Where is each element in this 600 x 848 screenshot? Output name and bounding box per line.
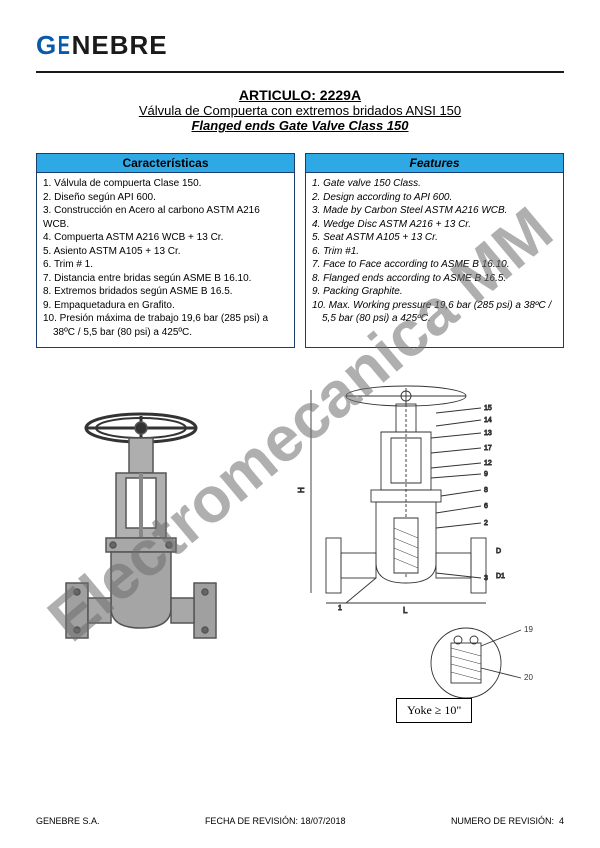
svg-text:1: 1 [338, 605, 342, 612]
logo-letter-e-styled: E [58, 30, 71, 61]
svg-text:D1: D1 [496, 573, 505, 580]
list-item: 5. Asiento ASTM A105 + 13 Cr. [43, 245, 288, 259]
list-item: 10. Max. Working pressure 19,6 bar (285 … [312, 299, 557, 326]
list-item: 9. Packing Graphite. [312, 285, 557, 299]
list-item: 7. Distancia entre bridas según ASME B 1… [43, 272, 288, 286]
footer: GENEBRE S.A. FECHA DE REVISIÓN: 18/07/20… [36, 816, 564, 826]
list-item: 4. Compuerta ASTM A216 WCB + 13 Cr. [43, 231, 288, 245]
svg-text:H: H [297, 487, 306, 493]
title-spanish: Válvula de Compuerta con extremos bridad… [36, 103, 564, 118]
svg-text:14: 14 [484, 417, 492, 424]
title-english: Flanged ends Gate Valve Class 150 [36, 118, 564, 133]
svg-text:13: 13 [484, 430, 492, 437]
diagrams-area: H 15 14 13 17 12 9 8 6 2 3 1 L D D1 [36, 368, 564, 728]
list-item: 7. Face to Face according to ASME B 16.1… [312, 258, 557, 272]
footer-fecha: FECHA DE REVISIÓN: 18/07/2018 [205, 816, 346, 826]
title-block: ARTICULO: 2229A Válvula de Compuerta con… [36, 87, 564, 133]
svg-text:L: L [403, 606, 408, 615]
svg-text:8: 8 [484, 487, 488, 494]
features-header: Features [306, 154, 563, 173]
caracteristicas-body: 1. Válvula de compuerta Clase 150. 2. Di… [37, 173, 294, 347]
feature-columns: Características 1. Válvula de compuerta … [36, 153, 564, 348]
list-item: 10. Presión máxima de trabajo 19,6 bar (… [43, 312, 288, 339]
svg-text:6: 6 [484, 503, 488, 510]
list-item: 3. Made by Carbon Steel ASTM A216 WCB. [312, 204, 557, 218]
list-item: 6. Trim # 1. [43, 258, 288, 272]
yoke-label-box: Yoke ≥ 10" [396, 698, 472, 723]
list-item: 5. Seat ASTM A105 + 13 Cr. [312, 231, 557, 245]
list-item: 4. Wedge Disc ASTM A216 + 13 Cr. [312, 218, 557, 232]
list-item: 1. Gate valve 150 Class. [312, 177, 557, 191]
footer-numero: NUMERO DE REVISIÓN: 4 [451, 816, 564, 826]
list-item: 8. Flanged ends according to ASME B 16.5… [312, 272, 557, 286]
company-logo: GENEBRE [36, 30, 564, 61]
footer-company: GENEBRE S.A. [36, 816, 100, 826]
svg-text:3: 3 [484, 575, 488, 582]
features-column: Features 1. Gate valve 150 Class. 2. Des… [305, 153, 564, 348]
page: GENEBRE ARTICULO: 2229A Válvula de Compu… [0, 0, 600, 848]
caracteristicas-column: Características 1. Válvula de compuerta … [36, 153, 295, 348]
title-article: ARTICULO: 2229A [36, 87, 564, 103]
list-item: 9. Empaquetadura en Grafito. [43, 299, 288, 313]
svg-text:D: D [496, 548, 501, 555]
list-item: 3. Construcción en Acero al carbono ASTM… [43, 204, 288, 231]
top-divider [36, 71, 564, 73]
logo-rest: NEBRE [72, 30, 168, 60]
list-item: 8. Extremos bridados según ASME B 16.5. [43, 285, 288, 299]
svg-text:17: 17 [484, 445, 492, 452]
features-body: 1. Gate valve 150 Class. 2. Design accor… [306, 173, 563, 334]
list-item: 1. Válvula de compuerta Clase 150. [43, 177, 288, 191]
svg-text:15: 15 [484, 405, 492, 412]
list-item: 6. Trim #1. [312, 245, 557, 259]
callout-20: 20 [524, 673, 533, 682]
valve-photo [56, 408, 226, 658]
svg-text:12: 12 [484, 460, 492, 467]
caracteristicas-header: Características [37, 154, 294, 173]
list-item: 2. Diseño según API 600. [43, 191, 288, 205]
svg-text:9: 9 [484, 471, 488, 478]
callout-19: 19 [524, 625, 533, 634]
svg-text:2: 2 [484, 520, 488, 527]
logo-letter-g: G [36, 30, 57, 60]
detail-drawing: 19 20 [416, 618, 546, 708]
valve-technical-drawing: H 15 14 13 17 12 9 8 6 2 3 1 L D D1 [296, 378, 546, 628]
list-item: 2. Design according to API 600. [312, 191, 557, 205]
